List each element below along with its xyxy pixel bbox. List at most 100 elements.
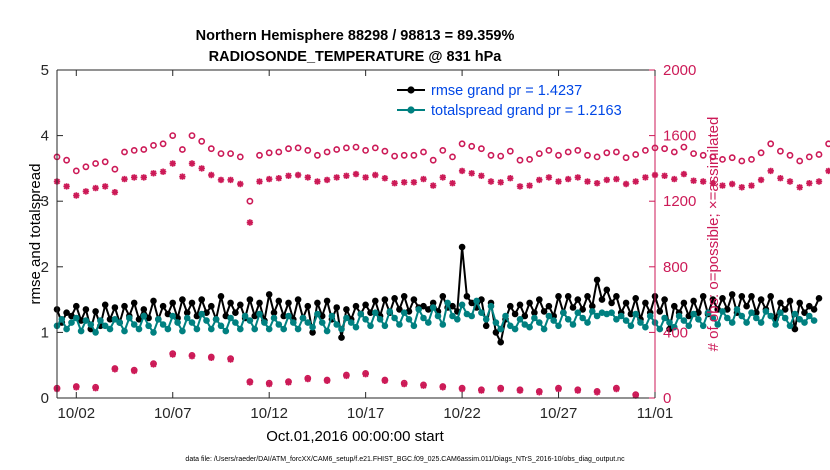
possible-marker xyxy=(632,151,640,158)
rmse-point xyxy=(507,302,514,310)
assimilated_lower-marker xyxy=(92,385,99,392)
totalspread-point xyxy=(569,321,577,328)
totalspread-point xyxy=(507,322,514,330)
totalspread-point xyxy=(781,314,789,322)
assimilated-marker xyxy=(478,172,485,180)
assimilated-marker xyxy=(516,183,524,190)
totalspread-point xyxy=(237,325,244,333)
totalspread-point xyxy=(738,312,746,320)
assimilated_lower-marker xyxy=(227,356,234,363)
assimilated-marker xyxy=(73,192,80,199)
y-right-tick-label: 800 xyxy=(663,259,688,276)
totalspread-point xyxy=(314,310,321,318)
possible-marker xyxy=(642,146,649,154)
totalspread-point xyxy=(318,319,326,326)
assimilated-marker xyxy=(680,170,688,178)
rmse-point xyxy=(275,297,283,305)
possible-marker xyxy=(757,149,765,157)
assimilated_lower-marker xyxy=(246,379,254,386)
rmse-point xyxy=(791,325,799,333)
assimilated-marker xyxy=(246,219,254,226)
assimilated-marker xyxy=(285,172,292,180)
rmse-point xyxy=(309,329,316,336)
assimilated-marker xyxy=(227,176,234,184)
y-right-tick-label: 0 xyxy=(663,390,671,407)
possible-marker xyxy=(371,144,379,152)
possible-marker xyxy=(352,143,360,151)
rmse-point xyxy=(101,301,109,309)
assimilated-marker xyxy=(767,167,774,175)
rmse-point xyxy=(589,302,596,310)
assimilated_lower-marker xyxy=(536,389,543,396)
totalspread-point xyxy=(246,317,254,324)
assimilated-marker xyxy=(671,175,678,183)
possible-marker xyxy=(535,150,543,157)
totalspread-point xyxy=(420,314,427,322)
rmse-point xyxy=(728,291,736,298)
totalspread-point xyxy=(622,317,630,324)
rmse-point xyxy=(352,302,360,310)
totalspread-point xyxy=(675,312,683,320)
rmse-point xyxy=(699,293,707,300)
rmse-point xyxy=(121,302,128,310)
rmse-point xyxy=(569,304,577,311)
totalspread-point xyxy=(169,312,176,320)
assimilated_lower-marker xyxy=(362,371,369,378)
assimilated-marker xyxy=(198,165,205,172)
rmse-point xyxy=(439,293,447,300)
totalspread-point xyxy=(343,314,350,322)
assimilated-marker xyxy=(536,176,543,184)
totalspread-point xyxy=(405,316,413,323)
totalspread-point xyxy=(743,319,750,326)
totalspread-point xyxy=(511,325,519,333)
assimilated-marker xyxy=(275,174,282,182)
totalspread-point xyxy=(227,314,234,322)
possible-marker xyxy=(748,155,755,163)
totalspread-point xyxy=(285,312,292,320)
totalspread-point xyxy=(449,312,456,320)
possible-marker xyxy=(323,148,331,156)
totalspread-point xyxy=(261,319,268,326)
possible-marker xyxy=(294,144,302,152)
totalspread-point xyxy=(130,321,138,328)
possible-marker xyxy=(622,154,630,162)
totalspread-point xyxy=(174,319,181,326)
possible-marker xyxy=(246,197,254,205)
rmse-point xyxy=(159,302,167,310)
possible-marker xyxy=(468,142,476,150)
legend-rmse-marker xyxy=(407,86,415,94)
possible-marker xyxy=(815,151,823,158)
totalspread-point xyxy=(521,321,529,328)
totalspread-point xyxy=(478,309,485,317)
assimilated-marker xyxy=(825,167,830,175)
assimilated_lower-marker xyxy=(323,377,331,384)
rmse-point xyxy=(516,301,524,309)
totalspread-point xyxy=(391,314,398,322)
possible-marker xyxy=(670,148,678,156)
totalspread-point xyxy=(145,322,152,330)
rmse-point xyxy=(227,299,234,307)
assimilated-marker xyxy=(381,174,389,182)
totalspread-point xyxy=(613,316,620,323)
totalspread-point xyxy=(627,322,635,330)
possible-marker xyxy=(497,152,505,160)
totalspread-point xyxy=(256,310,263,318)
rmse-point xyxy=(367,309,374,317)
assimilated_lower-marker xyxy=(478,387,485,394)
rmse-point xyxy=(217,293,225,300)
possible-marker xyxy=(275,148,283,156)
possible-marker xyxy=(613,148,620,156)
possible-marker xyxy=(574,146,582,154)
assimilated_lower-marker xyxy=(343,372,350,380)
totalspread-point xyxy=(328,312,336,320)
x-tick-label: 10/27 xyxy=(540,405,578,422)
possible-marker xyxy=(150,141,157,149)
totalspread-point xyxy=(714,321,721,328)
rmse-point xyxy=(564,293,572,300)
totalspread-point xyxy=(150,329,157,336)
rmse-point xyxy=(786,297,794,305)
rmse-point xyxy=(314,299,321,307)
assimilated-marker xyxy=(545,174,553,181)
assimilated-marker xyxy=(111,188,119,196)
totalspread-point xyxy=(753,314,760,322)
